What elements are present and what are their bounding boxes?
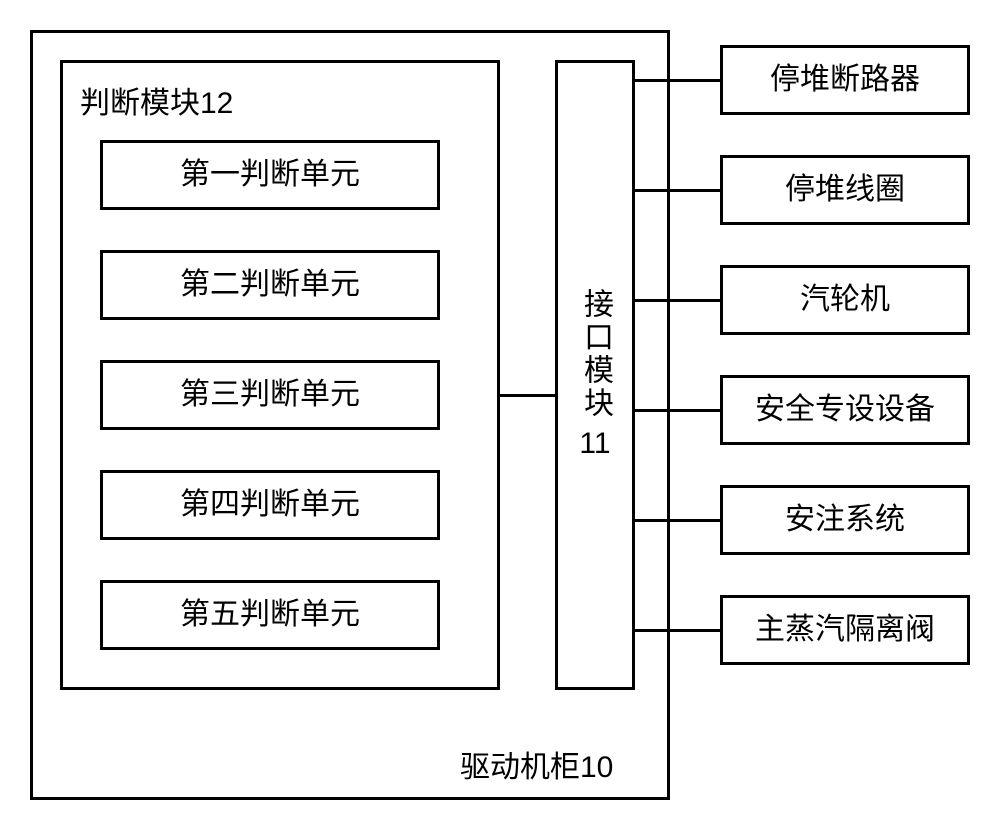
unit-1-label: 第一判断单元 xyxy=(180,157,360,193)
external-6: 主蒸汽隔离阀 xyxy=(720,595,970,665)
external-1: 停堆断路器 xyxy=(720,45,970,115)
external-6-label: 主蒸汽隔离阀 xyxy=(755,612,935,648)
conn-ext-4 xyxy=(635,409,720,412)
judge-module-label: 判断模块12 xyxy=(80,78,233,122)
interface-module-box: 接口模块 11 xyxy=(555,60,635,690)
interface-module-label-1: 接口模块 xyxy=(577,288,613,420)
conn-judge-interface xyxy=(500,394,555,397)
unit-3: 第三判断单元 xyxy=(100,360,440,430)
unit-5: 第五判断单元 xyxy=(100,580,440,650)
external-2-label: 停堆线圈 xyxy=(785,172,905,208)
unit-3-label: 第三判断单元 xyxy=(180,377,360,413)
external-5: 安注系统 xyxy=(720,485,970,555)
external-1-label: 停堆断路器 xyxy=(770,62,920,98)
conn-ext-6 xyxy=(635,629,720,632)
external-4: 安全专设设备 xyxy=(720,375,970,445)
conn-ext-1 xyxy=(635,79,720,82)
external-4-label: 安全专设设备 xyxy=(755,392,935,428)
external-3-label: 汽轮机 xyxy=(800,282,890,318)
unit-4-label: 第四判断单元 xyxy=(180,487,360,523)
conn-ext-5 xyxy=(635,519,720,522)
external-3: 汽轮机 xyxy=(720,265,970,335)
conn-ext-2 xyxy=(635,189,720,192)
conn-ext-3 xyxy=(635,299,720,302)
cabinet-label: 驱动机柜10 xyxy=(460,742,613,786)
unit-2: 第二判断单元 xyxy=(100,250,440,320)
external-5-label: 安注系统 xyxy=(785,502,905,538)
unit-5-label: 第五判断单元 xyxy=(180,597,360,633)
unit-1: 第一判断单元 xyxy=(100,140,440,210)
diagram-stage: 驱动机柜10 判断模块12 第一判断单元 第二判断单元 第三判断单元 第四判断单… xyxy=(0,0,1000,822)
external-2: 停堆线圈 xyxy=(720,155,970,225)
unit-2-label: 第二判断单元 xyxy=(180,267,360,303)
unit-4: 第四判断单元 xyxy=(100,470,440,540)
interface-module-label-2: 11 xyxy=(579,426,610,462)
